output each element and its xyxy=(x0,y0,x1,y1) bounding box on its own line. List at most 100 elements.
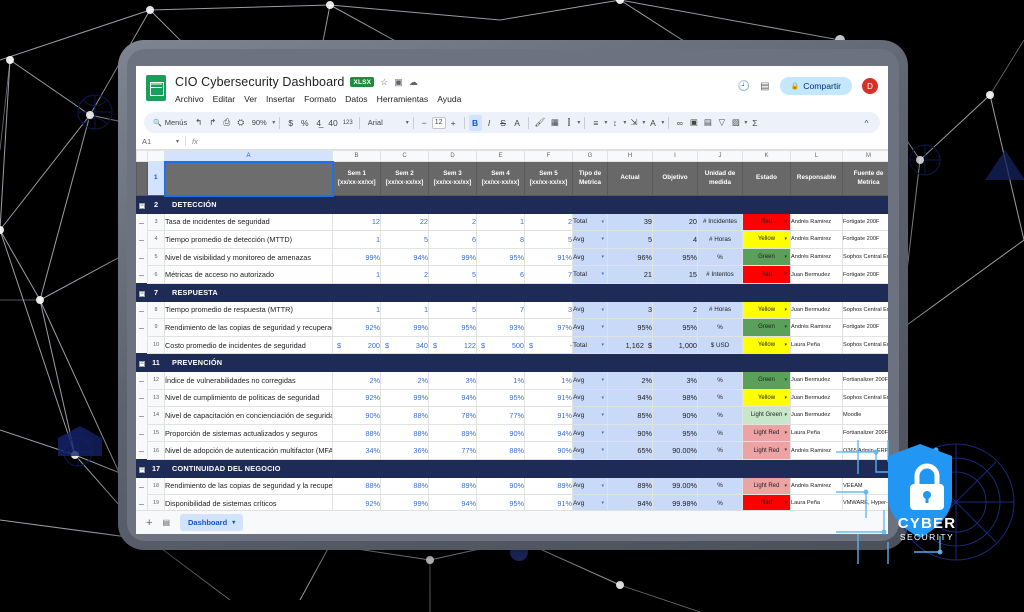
metric-name-cell[interactable]: Tasa de incidentes de seguridad xyxy=(164,212,333,232)
section-filler-cell[interactable] xyxy=(697,458,743,478)
insert-chart-icon[interactable]: ▤ xyxy=(703,117,712,127)
week-value-cell[interactable]: 2% xyxy=(380,370,429,390)
section-filler-cell[interactable] xyxy=(524,282,573,302)
metric-name-cell[interactable]: Nivel de capacitación en concienciación … xyxy=(164,406,333,425)
row-number[interactable]: 19 xyxy=(147,494,165,513)
week-value-cell[interactable]: 90% xyxy=(476,423,525,443)
row-number[interactable]: 7 xyxy=(147,282,165,302)
section-label[interactable]: RESPUESTA xyxy=(164,282,333,302)
target-value-cell[interactable]: 98% xyxy=(652,388,698,408)
column-title-cell[interactable]: Objetivo xyxy=(652,161,698,196)
row-number[interactable]: 4 xyxy=(147,230,165,249)
section-filler-cell[interactable] xyxy=(607,195,653,214)
row-number[interactable]: 10 xyxy=(147,335,165,355)
chevron-down-icon[interactable]: ▾ xyxy=(601,218,604,225)
actual-value-cell[interactable]: 1,162 $ xyxy=(607,335,653,355)
actual-value-cell[interactable]: 5 xyxy=(607,230,653,249)
section-filler-cell[interactable] xyxy=(697,353,743,372)
source-cell[interactable]: Moodle xyxy=(842,406,888,425)
section-filler-cell[interactable] xyxy=(607,458,653,478)
column-header-m[interactable]: M xyxy=(842,150,888,162)
section-filler-cell[interactable] xyxy=(697,195,743,214)
metric-type-cell[interactable]: Avg ▾ xyxy=(572,318,608,337)
menu-item-formato[interactable]: Formato xyxy=(304,94,337,104)
owner-cell[interactable]: Juan Bermudez xyxy=(790,300,843,320)
filter-icon[interactable]: ▽ xyxy=(718,117,726,127)
chevron-down-icon[interactable]: ▾ xyxy=(601,324,604,331)
target-value-cell[interactable]: 4 xyxy=(652,230,698,249)
status-badge[interactable]: Green ▾ xyxy=(742,247,791,267)
actual-value-cell[interactable]: 39 xyxy=(607,212,653,232)
chevron-down-icon[interactable]: ▾ xyxy=(784,447,787,454)
chevron-down-icon[interactable]: ▾ xyxy=(784,271,787,278)
font-size-input[interactable]: 12 xyxy=(431,116,446,129)
week-value-cell[interactable]: 5 xyxy=(428,300,477,320)
section-filler-cell[interactable] xyxy=(842,353,888,372)
week-value-cell[interactable]: 36% xyxy=(380,441,429,460)
actual-value-cell[interactable]: 65% xyxy=(607,441,653,460)
collapse-group-icon[interactable]: − xyxy=(139,361,145,368)
chevron-down-icon[interactable]: ▾ xyxy=(784,253,787,260)
insert-comment-icon[interactable]: ▣ xyxy=(689,117,698,127)
insert-link-icon[interactable]: ∞ xyxy=(676,117,683,128)
column-header-i[interactable]: I xyxy=(652,150,698,162)
collapse-group-icon[interactable]: − xyxy=(139,202,145,209)
section-label[interactable]: CONTINUIDAD DEL NEGOCIO xyxy=(164,458,333,478)
week-value-cell[interactable]: 3% xyxy=(428,370,477,390)
status-badge[interactable]: Yellow▾ xyxy=(742,388,791,408)
section-filler-cell[interactable] xyxy=(380,458,429,478)
chevron-down-icon[interactable]: ▾ xyxy=(601,253,604,260)
section-filler-cell[interactable] xyxy=(652,195,698,214)
column-header-g[interactable]: G xyxy=(572,150,608,162)
column-title-cell[interactable]: Sem 1 [xx/xx-xx/xx] xyxy=(332,161,381,196)
week-value-cell[interactable]: 88% xyxy=(332,423,381,443)
target-value-cell[interactable]: 90.00% xyxy=(652,441,698,460)
section-filler-cell[interactable] xyxy=(524,353,573,372)
week-value-cell[interactable]: 77% xyxy=(476,406,525,425)
row-number[interactable]: 14 xyxy=(147,406,165,425)
week-value-cell[interactable]: 91% xyxy=(524,388,573,408)
chevron-down-icon[interactable]: ▾ xyxy=(601,482,604,489)
currency-format-icon[interactable]: $ xyxy=(288,117,294,128)
metric-type-cell[interactable]: Avg ▾ xyxy=(572,300,608,320)
section-filler-cell[interactable] xyxy=(652,458,698,478)
row-number[interactable]: 2 xyxy=(147,195,165,214)
metric-name-cell[interactable]: Nivel de cumplimiento de políticas de se… xyxy=(164,388,333,408)
section-filler-cell[interactable] xyxy=(790,353,843,372)
week-value-cell[interactable]: 34% xyxy=(332,441,381,460)
target-value-cell[interactable]: 1,000 xyxy=(652,335,698,355)
source-cell[interactable]: Fortianalizer 200F xyxy=(842,370,888,390)
owner-cell[interactable]: Andrés Ramirez xyxy=(790,230,843,249)
increase-decimal-icon[interactable]: 40 xyxy=(328,117,338,128)
section-filler-cell[interactable] xyxy=(607,282,653,302)
section-filler-cell[interactable] xyxy=(742,282,791,302)
column-header-e[interactable]: E xyxy=(476,150,525,162)
metric-type-cell[interactable]: Total▾ xyxy=(572,265,608,284)
week-value-cell[interactable]: 1% xyxy=(476,370,525,390)
section-filler-cell[interactable] xyxy=(380,195,429,214)
week-value-cell[interactable]: $200 xyxy=(332,335,381,355)
column-header-a[interactable]: A xyxy=(164,150,333,162)
metric-name-cell[interactable]: Rendimiento de las copias de seguridad y… xyxy=(164,318,333,337)
week-value-cell[interactable]: 1 xyxy=(332,265,381,284)
section-filler-cell[interactable] xyxy=(476,282,525,302)
row-number[interactable]: 15 xyxy=(147,423,165,443)
column-title-cell[interactable]: Responsable xyxy=(790,161,843,196)
week-value-cell[interactable]: 99% xyxy=(380,318,429,337)
chevron-down-icon[interactable]: ▾ xyxy=(784,341,787,348)
row-number[interactable]: 5 xyxy=(147,247,165,267)
spreadsheet-grid[interactable]: A B C D E F G H I J K L M N 1 Sem 1[xx/xx… xyxy=(136,150,888,514)
version-history-icon[interactable]: 🕘 xyxy=(737,80,751,92)
name-box-chevron-down-icon[interactable]: ▾ xyxy=(176,138,180,145)
status-badge[interactable]: Light Green ▾ xyxy=(742,406,791,425)
unit-cell[interactable]: % xyxy=(697,406,743,425)
metric-name-cell[interactable]: Índice de vulnerabilidades no corregidas xyxy=(164,370,333,390)
metric-type-cell[interactable]: Avg ▾ xyxy=(572,388,608,408)
section-filler-cell[interactable] xyxy=(697,282,743,302)
unit-cell[interactable]: % xyxy=(697,247,743,267)
section-filler-cell[interactable] xyxy=(607,353,653,372)
week-value-cell[interactable]: 94% xyxy=(524,423,573,443)
week-value-cell[interactable]: 90% xyxy=(332,406,381,425)
column-title-cell[interactable]: Tipo de Metrica xyxy=(572,161,608,196)
actual-value-cell[interactable]: 85% xyxy=(607,406,653,425)
